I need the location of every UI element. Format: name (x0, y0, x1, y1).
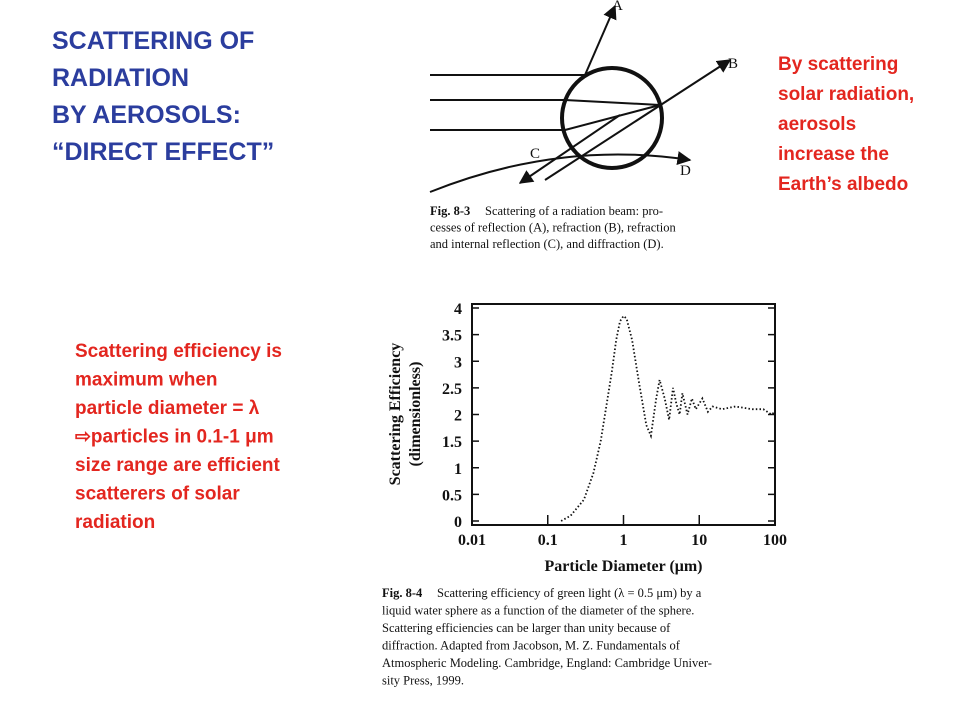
note-line: scatterers of solar (75, 484, 240, 505)
diagram-label: C (530, 146, 540, 162)
note-line: maximum when (75, 370, 218, 391)
title-line: BY AEROSOLS: (52, 101, 241, 129)
efficiency-chart: 0 0.5 1 1.5 2 2.5 3 3.5 4 0.01 0.1 1 10 100 Scattering… (382, 301, 787, 688)
title-line: RADIATION (52, 64, 189, 92)
note-line: radiation (75, 512, 155, 533)
caption-line: and internal reflection (C), and diffrac… (430, 237, 664, 251)
y-tick-label: 1.5 (442, 434, 462, 451)
diagram-label: A (612, 0, 623, 14)
x-tick-label: 0.01 (458, 532, 486, 549)
note-line: Earth’s albedo (778, 174, 908, 195)
x-axis-label: Particle Diameter (μm) (544, 558, 702, 575)
diagram-label: B (728, 56, 738, 72)
caption-line: Scattering efficiencies can be larger th… (382, 621, 671, 635)
caption-line: diffraction. Adapted from Jacobson, M. Z… (382, 639, 681, 653)
y-axis-label: (dimensionless) (407, 362, 424, 467)
x-tick-label: 1 (620, 532, 628, 549)
figure-8-3: A B C D Fig. 8-3 Scattering of a radiation be… (430, 0, 738, 251)
note-line: aerosols (778, 114, 856, 135)
diagram-label: D (680, 163, 691, 179)
scattering-diagram (429, 4, 732, 193)
note-line: Scattering efficiency is (75, 341, 282, 362)
y-tick-label: 3.5 (442, 328, 462, 345)
x-tick-label: 10 (691, 532, 707, 549)
caption-line: Scattering of a radiation beam: pro- (485, 204, 663, 218)
title-line: “DIRECT EFFECT” (52, 138, 274, 166)
y-tick-label: 2 (454, 408, 462, 425)
y-axis-label: Scattering Efficiency (387, 343, 404, 486)
note-line: size range are efficient (75, 455, 281, 476)
y-tick-label: 1 (454, 461, 462, 478)
caption-line: cesses of reflection (A), refraction (B)… (430, 221, 676, 235)
y-tick-label: 0.5 (442, 487, 462, 504)
caption-line: Scattering efficiency of green light (λ … (437, 586, 702, 600)
y-tick-label: 4 (454, 301, 462, 318)
efficiency-curve (560, 314, 776, 522)
x-tick-label: 0.1 (538, 532, 558, 549)
x-tick-label: 100 (763, 532, 787, 549)
note-line: solar radiation, (778, 84, 914, 105)
caption-line: sity Press, 1999. (382, 674, 464, 688)
caption-label: Fig. 8-3 (430, 204, 470, 218)
note-line: By scattering (778, 54, 898, 75)
note-line: ⇨particles in 0.1-1 μm (75, 427, 274, 448)
caption-line: liquid water sphere as a function of the… (382, 604, 694, 618)
title-line: SCATTERING OF (52, 27, 254, 55)
note-line: particle diameter = λ (75, 398, 260, 419)
y-tick-label: 0 (454, 514, 462, 531)
y-tick-label: 2.5 (442, 381, 462, 398)
note-line: increase the (778, 144, 889, 165)
caption-line: Atmospheric Modeling. Cambridge, England… (382, 656, 712, 670)
caption-label: Fig. 8-4 (382, 586, 423, 600)
y-tick-label: 3 (454, 354, 462, 371)
